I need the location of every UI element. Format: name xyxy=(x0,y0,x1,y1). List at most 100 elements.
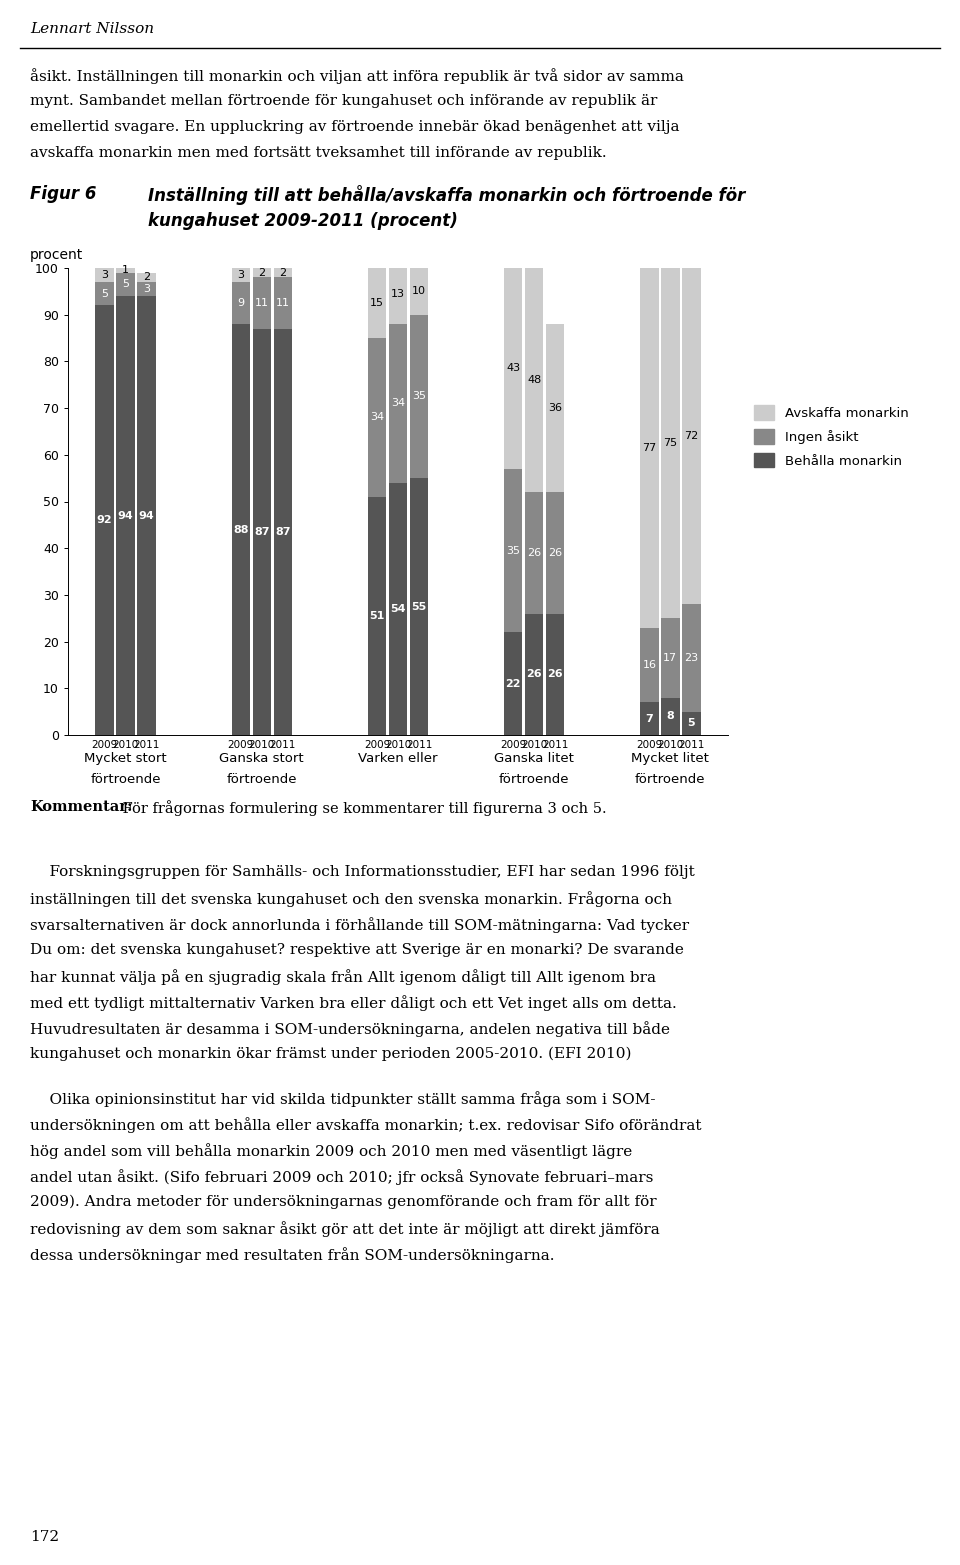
Text: 34: 34 xyxy=(370,413,384,423)
Bar xyxy=(274,329,292,736)
Text: 72: 72 xyxy=(684,430,699,441)
Text: förtroende: förtroende xyxy=(90,773,161,786)
Text: åsikt. Inställningen till monarkin och viljan att införa republik är två sidor a: åsikt. Inställningen till monarkin och v… xyxy=(30,67,684,85)
Bar xyxy=(389,484,407,736)
Bar xyxy=(252,329,271,736)
Text: 172: 172 xyxy=(30,1531,60,1545)
Text: Lennart Nilsson: Lennart Nilsson xyxy=(30,22,155,36)
Bar xyxy=(661,268,680,618)
Text: Varken eller: Varken eller xyxy=(358,753,438,765)
Text: 16: 16 xyxy=(642,660,657,670)
Text: Inställning till att behålla/avskaffa monarkin och förtroende för: Inställning till att behålla/avskaffa mo… xyxy=(148,185,745,205)
Text: 2: 2 xyxy=(143,272,150,282)
Bar xyxy=(137,272,156,282)
Text: 2009). Andra metoder för undersökningarnas genomförande och fram för allt för: 2009). Andra metoder för undersökningarn… xyxy=(30,1196,657,1210)
Text: 8: 8 xyxy=(666,712,674,721)
Text: 13: 13 xyxy=(391,288,405,299)
Bar xyxy=(546,491,564,613)
Bar xyxy=(368,268,386,338)
Text: förtroende: förtroende xyxy=(499,773,569,786)
Text: 34: 34 xyxy=(391,399,405,408)
Text: 3: 3 xyxy=(101,271,108,280)
Text: 11: 11 xyxy=(254,297,269,308)
Text: hög andel som vill behålla monarkin 2009 och 2010 men med väsentligt lägre: hög andel som vill behålla monarkin 2009… xyxy=(30,1142,633,1158)
Text: 88: 88 xyxy=(233,524,249,535)
Text: 94: 94 xyxy=(138,510,155,521)
Text: Ganska litet: Ganska litet xyxy=(494,753,574,765)
Bar xyxy=(525,491,543,613)
Text: Mycket litet: Mycket litet xyxy=(632,753,709,765)
Text: 51: 51 xyxy=(370,610,385,621)
Text: 17: 17 xyxy=(663,653,678,664)
Text: 26: 26 xyxy=(526,670,542,679)
Text: 26: 26 xyxy=(527,548,541,557)
Bar xyxy=(231,268,250,282)
Text: Mycket stort: Mycket stort xyxy=(84,753,167,765)
Text: 11: 11 xyxy=(276,297,290,308)
Bar xyxy=(410,479,428,736)
Bar xyxy=(504,632,522,736)
Bar xyxy=(231,324,250,736)
Text: 2: 2 xyxy=(258,268,265,277)
Text: Huvudresultaten är desamma i SOM-undersökningarna, andelen negativa till både: Huvudresultaten är desamma i SOM-undersö… xyxy=(30,1020,670,1038)
Text: 35: 35 xyxy=(506,546,520,556)
Bar xyxy=(525,268,543,491)
Text: Kommentar:: Kommentar: xyxy=(30,800,132,814)
Text: 7: 7 xyxy=(645,714,654,723)
Bar xyxy=(389,263,407,324)
Text: Forskningsgruppen för Samhälls- och Informationsstudier, EFI har sedan 1996 följ: Forskningsgruppen för Samhälls- och Info… xyxy=(30,865,695,880)
Text: mynt. Sambandet mellan förtroende för kungahuset och införande av republik är: mynt. Sambandet mellan förtroende för ku… xyxy=(30,94,658,108)
Text: Ganska stort: Ganska stort xyxy=(220,753,304,765)
Text: 5: 5 xyxy=(122,279,129,290)
Text: 3: 3 xyxy=(143,283,150,294)
Bar xyxy=(116,272,134,296)
Text: 77: 77 xyxy=(642,443,657,452)
Bar xyxy=(95,268,114,282)
Text: svarsalternativen är dock annorlunda i förhållande till SOM-mätningarna: Vad tyc: svarsalternativen är dock annorlunda i f… xyxy=(30,917,689,933)
Text: Olika opinionsinstitut har vid skilda tidpunkter ställt samma fråga som i SOM-: Olika opinionsinstitut har vid skilda ti… xyxy=(30,1091,656,1106)
Text: 26: 26 xyxy=(547,670,563,679)
Text: 5: 5 xyxy=(687,718,695,728)
Text: Figur 6: Figur 6 xyxy=(30,185,97,203)
Bar xyxy=(274,277,292,329)
Bar xyxy=(137,296,156,736)
Bar xyxy=(368,338,386,496)
Bar xyxy=(252,277,271,329)
Bar xyxy=(661,698,680,736)
Bar xyxy=(504,268,522,470)
Bar xyxy=(95,305,114,736)
Text: 54: 54 xyxy=(391,604,406,613)
Bar xyxy=(116,268,134,272)
Text: inställningen till det svenska kungahuset och den svenska monarkin. Frågorna och: inställningen till det svenska kungahuse… xyxy=(30,890,672,906)
Text: förtroende: förtroende xyxy=(227,773,297,786)
Text: förtroende: förtroende xyxy=(636,773,706,786)
Text: 35: 35 xyxy=(412,391,426,402)
Text: Du om: det svenska kungahuset? respektive att Sverige är en monarki? De svarande: Du om: det svenska kungahuset? respektiv… xyxy=(30,944,684,958)
Text: andel utan åsikt. (Sifo februari 2009 och 2010; jfr också Synovate februari–mars: andel utan åsikt. (Sifo februari 2009 oc… xyxy=(30,1169,654,1185)
Text: avskaffa monarkin men med fortsätt tveksamhet till införande av republik.: avskaffa monarkin men med fortsätt tveks… xyxy=(30,146,607,160)
Bar xyxy=(137,282,156,296)
Text: har kunnat välja på en sjugradig skala från Allt igenom dåligt till Allt igenom : har kunnat välja på en sjugradig skala f… xyxy=(30,969,656,984)
Text: 15: 15 xyxy=(370,297,384,308)
Bar xyxy=(683,604,701,712)
Text: 36: 36 xyxy=(548,404,563,413)
Bar xyxy=(410,268,428,315)
Bar xyxy=(640,628,659,703)
Text: emellertid svagare. En uppluckring av förtroende innebär ökad benägenhet att vil: emellertid svagare. En uppluckring av fö… xyxy=(30,121,680,135)
Bar xyxy=(231,282,250,324)
Text: 94: 94 xyxy=(118,510,133,521)
Text: 3: 3 xyxy=(237,271,245,280)
Bar xyxy=(640,703,659,736)
Text: kungahuset 2009-2011 (procent): kungahuset 2009-2011 (procent) xyxy=(148,211,458,230)
Bar xyxy=(95,282,114,305)
Text: 48: 48 xyxy=(527,376,541,385)
Bar xyxy=(368,496,386,736)
Bar xyxy=(116,296,134,736)
Bar xyxy=(683,268,701,604)
Text: 26: 26 xyxy=(548,548,563,557)
Text: 75: 75 xyxy=(663,438,678,448)
Text: kungahuset och monarkin ökar främst under perioden 2005-2010. (EFI 2010): kungahuset och monarkin ökar främst unde… xyxy=(30,1047,632,1061)
Text: 55: 55 xyxy=(411,601,426,612)
Text: 2: 2 xyxy=(279,268,286,277)
Bar xyxy=(683,712,701,736)
